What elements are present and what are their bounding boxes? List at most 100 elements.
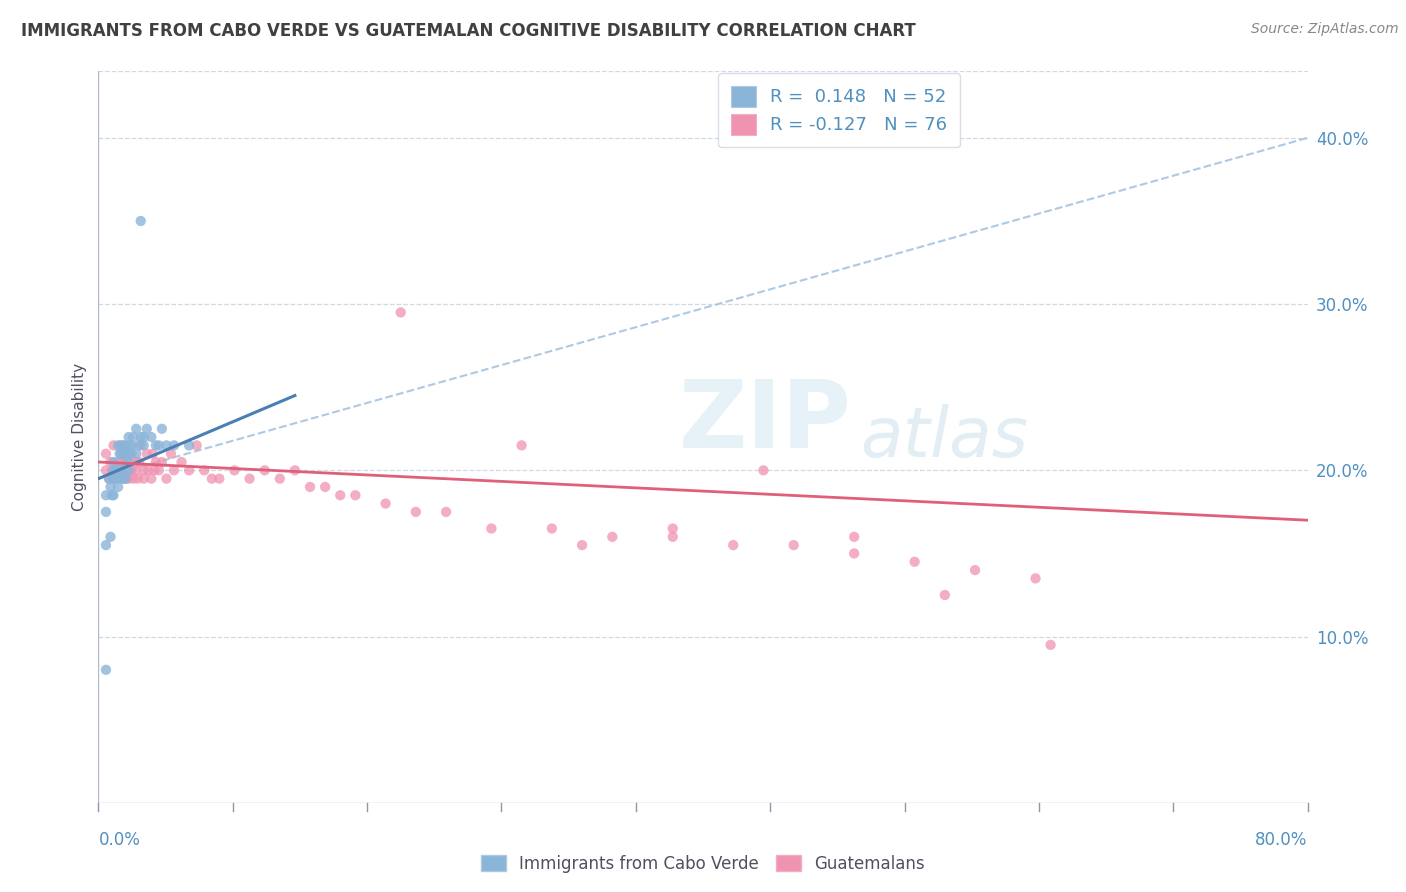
Point [108,447,131,461]
Point [179,438,201,452]
Point [143,463,166,477]
Point [111,463,134,477]
Point [101,463,124,477]
Point [132,463,155,477]
Point [103,488,125,502]
Point [1039,638,1062,652]
Point [118,430,141,444]
Y-axis label: Cognitive Disability: Cognitive Disability [72,363,87,511]
Point [103,463,125,477]
Point [571,538,593,552]
Point [965,563,987,577]
Point [129,438,152,452]
Point [129,214,152,228]
Point [481,521,503,535]
Point [389,305,412,319]
Point [510,438,533,452]
Point [844,530,866,544]
Point [128,438,150,452]
Point [115,463,138,477]
Point [224,463,246,477]
Point [110,447,132,461]
Point [110,463,132,477]
Point [103,472,125,486]
Point [540,521,562,535]
Point [105,472,128,486]
Point [135,422,157,436]
Point [904,555,927,569]
Point [110,438,132,452]
Point [434,505,457,519]
Point [934,588,956,602]
Point [344,488,367,502]
Point [239,472,262,486]
Point [405,505,427,519]
Point [107,438,129,452]
Point [110,455,132,469]
Point [125,463,148,477]
Point [145,438,167,452]
Point [142,447,165,461]
Text: IMMIGRANTS FROM CABO VERDE VS GUATEMALAN COGNITIVE DISABILITY CORRELATION CHART: IMMIGRANTS FROM CABO VERDE VS GUATEMALAN… [21,22,915,40]
Point [752,463,775,477]
Point [112,438,135,452]
Point [284,463,307,477]
Point [107,480,129,494]
Point [108,463,131,477]
Point [128,455,150,469]
Point [108,463,131,477]
Point [329,488,352,502]
Point [299,480,322,494]
Point [160,447,183,461]
Point [103,438,125,452]
Point [148,438,170,452]
Point [100,530,122,544]
Point [163,438,186,452]
Point [141,472,163,486]
Point [94,447,117,461]
Text: 80.0%: 80.0% [1256,830,1308,848]
Text: Source: ZipAtlas.com: Source: ZipAtlas.com [1251,22,1399,37]
Point [120,455,142,469]
Point [105,463,128,477]
Point [101,488,124,502]
Text: ZIP: ZIP [679,376,852,468]
Point [208,472,231,486]
Point [103,472,125,486]
Point [110,472,132,486]
Point [132,472,155,486]
Point [132,430,155,444]
Point [110,438,132,452]
Point [155,472,177,486]
Point [145,455,167,469]
Point [100,480,122,494]
Point [723,538,745,552]
Point [136,463,159,477]
Text: atlas: atlas [860,403,1028,471]
Legend: R =  0.148   N = 52, R = -0.127   N = 76: R = 0.148 N = 52, R = -0.127 N = 76 [718,73,960,147]
Point [121,438,143,452]
Point [114,472,136,486]
Point [201,472,224,486]
Point [783,538,806,552]
Legend: Immigrants from Cabo Verde, Guatemalans: Immigrants from Cabo Verde, Guatemalans [474,848,932,880]
Point [129,430,152,444]
Point [114,472,136,486]
Point [98,472,121,486]
Point [118,455,141,469]
Point [121,463,143,477]
Point [163,463,186,477]
Point [94,663,117,677]
Point [135,447,157,461]
Point [118,472,141,486]
Point [115,455,138,469]
Point [121,447,143,461]
Point [94,488,117,502]
Point [150,455,173,469]
Point [114,447,136,461]
Point [94,463,117,477]
Point [94,505,117,519]
Point [314,480,336,494]
Text: 0.0%: 0.0% [98,830,141,848]
Point [374,497,396,511]
